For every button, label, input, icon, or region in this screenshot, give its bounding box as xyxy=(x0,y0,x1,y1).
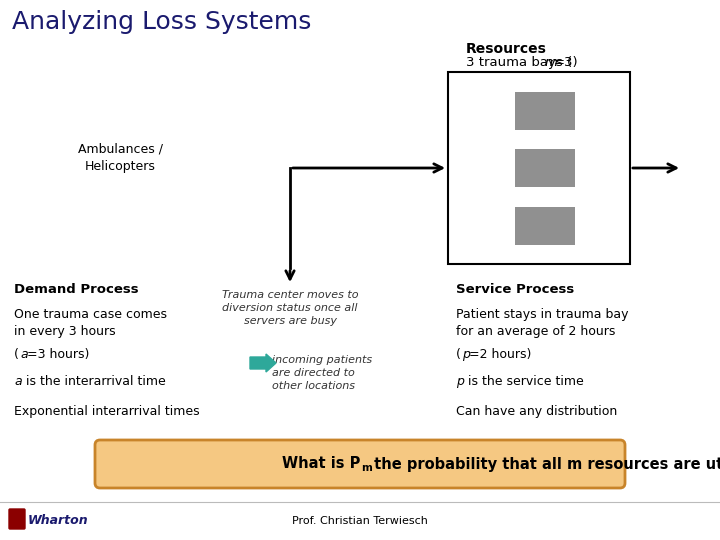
Text: p: p xyxy=(456,375,464,388)
Text: Can have any distribution: Can have any distribution xyxy=(456,405,617,418)
Text: a: a xyxy=(14,375,22,388)
Text: Analyzing Loss Systems: Analyzing Loss Systems xyxy=(12,10,311,34)
Text: (: ( xyxy=(14,348,19,361)
Text: Resources: Resources xyxy=(467,42,547,56)
Text: m: m xyxy=(544,56,557,69)
Bar xyxy=(515,206,575,245)
Bar xyxy=(515,149,575,187)
Bar xyxy=(515,91,575,130)
Bar xyxy=(448,72,630,264)
Text: Exponential interarrival times: Exponential interarrival times xyxy=(14,405,199,418)
Text: One trauma case comes
in every 3 hours: One trauma case comes in every 3 hours xyxy=(14,308,167,338)
FancyArrow shape xyxy=(250,354,276,372)
Text: p: p xyxy=(462,348,470,361)
FancyBboxPatch shape xyxy=(9,509,25,529)
Text: What is P: What is P xyxy=(282,456,360,471)
Text: =2 hours): =2 hours) xyxy=(469,348,531,361)
Text: (: ( xyxy=(456,348,461,361)
Text: Ambulances /
Helicopters: Ambulances / Helicopters xyxy=(78,143,163,173)
Text: 3 trauma bays (: 3 trauma bays ( xyxy=(467,56,572,69)
Text: Service Process: Service Process xyxy=(456,283,575,296)
Text: Trauma center moves to
diversion status once all
servers are busy: Trauma center moves to diversion status … xyxy=(222,290,359,326)
Text: is the service time: is the service time xyxy=(464,375,584,388)
Text: Demand Process: Demand Process xyxy=(14,283,139,296)
Text: incoming patients
are directed to
other locations: incoming patients are directed to other … xyxy=(272,355,372,392)
Text: Wharton: Wharton xyxy=(28,515,89,528)
FancyBboxPatch shape xyxy=(95,440,625,488)
Text: Patient stays in trauma bay
for an average of 2 hours: Patient stays in trauma bay for an avera… xyxy=(456,308,629,338)
Text: =3): =3) xyxy=(553,56,578,69)
Text: a: a xyxy=(20,348,27,361)
Text: the probability that all m resources are utilized?: the probability that all m resources are… xyxy=(369,456,720,471)
Text: Prof. Christian Terwiesch: Prof. Christian Terwiesch xyxy=(292,516,428,526)
Text: =3 hours): =3 hours) xyxy=(27,348,89,361)
Text: is the interarrival time: is the interarrival time xyxy=(22,375,166,388)
Text: m: m xyxy=(361,463,372,473)
